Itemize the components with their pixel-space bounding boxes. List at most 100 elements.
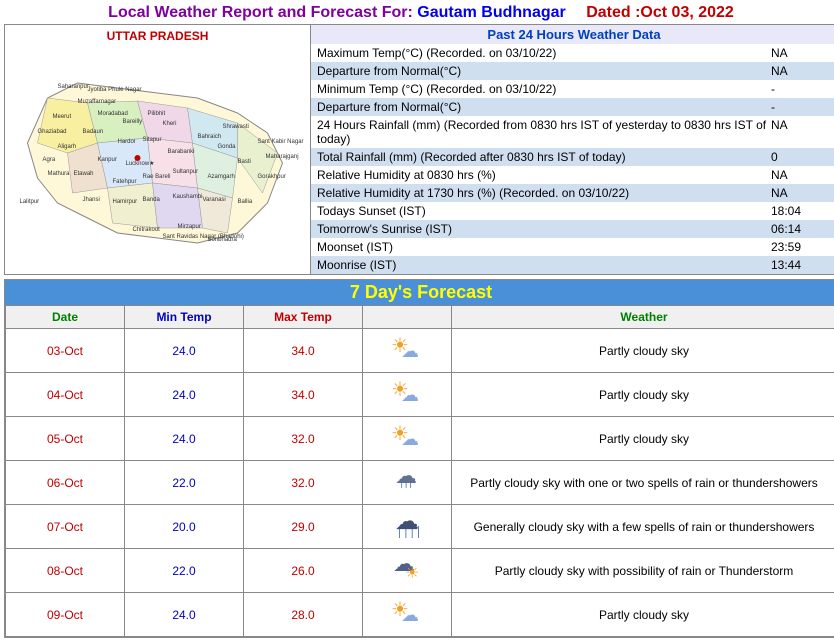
cell-icon	[363, 329, 452, 373]
col-icon	[363, 306, 452, 329]
svg-text:Badaun: Badaun	[83, 129, 104, 135]
past-24h-panel: Past 24 Hours Weather Data Maximum Temp(…	[311, 25, 834, 274]
header-title: Local Weather Report and Forecast For:	[108, 4, 413, 21]
cell-weather: Partly cloudy sky	[452, 329, 834, 373]
data-value: 23:59	[771, 240, 831, 254]
cell-min: 22.0	[125, 461, 244, 505]
cell-max: 26.0	[244, 549, 363, 593]
header-location: Gautam Budhnagar	[417, 4, 565, 21]
svg-text:Jhansi: Jhansi	[83, 197, 100, 203]
forecast-row: 09-Oct24.028.0Partly cloudy sky	[6, 593, 834, 637]
svg-text:Gonda: Gonda	[218, 144, 237, 150]
cell-date: 03-Oct	[6, 329, 125, 373]
data-value: NA	[771, 118, 831, 146]
svg-text:Sant Kabir Nagar: Sant Kabir Nagar	[258, 139, 304, 145]
svg-text:Basti: Basti	[238, 159, 251, 165]
cell-icon	[363, 593, 452, 637]
data-value: NA	[771, 46, 831, 60]
cell-date: 06-Oct	[6, 461, 125, 505]
svg-text:Kanpur: Kanpur	[98, 157, 117, 163]
data-value: NA	[771, 186, 831, 200]
data-row: 24 Hours Rainfall (mm) (Recorded from 08…	[311, 116, 834, 148]
svg-text:Mirzapur: Mirzapur	[178, 224, 201, 230]
data-value: 18:04	[771, 204, 831, 218]
data-label: Maximum Temp(°C) (Recorded. on 03/10/22)	[317, 46, 771, 60]
top-panel: UTTAR PRADESH Saharanpur Muzaffarnagar M…	[4, 24, 834, 275]
state-map: UTTAR PRADESH Saharanpur Muzaffarnagar M…	[5, 25, 311, 274]
data-row: Maximum Temp(°C) (Recorded. on 03/10/22)…	[311, 44, 834, 62]
svg-text:Ballia: Ballia	[238, 199, 253, 205]
weather-icon	[391, 377, 423, 409]
svg-text:Shrawasti: Shrawasti	[223, 124, 249, 130]
svg-text:Hamirpur: Hamirpur	[113, 199, 138, 205]
data-value: NA	[771, 168, 831, 182]
data-value: -	[771, 82, 831, 96]
svg-text:Aligarh: Aligarh	[58, 144, 77, 150]
data-row: Tomorrow's Sunrise (IST)06:14	[311, 220, 834, 238]
data-value: 13:44	[771, 258, 831, 272]
svg-text:Kheri: Kheri	[163, 121, 177, 127]
forecast-row: 06-Oct22.032.0Partly cloudy sky with one…	[6, 461, 834, 505]
cell-weather: Partly cloudy sky with possibility of ra…	[452, 549, 834, 593]
page-header: Local Weather Report and Forecast For: G…	[4, 4, 834, 22]
svg-text:Bareilly: Bareilly	[123, 119, 143, 125]
svg-text:Banda: Banda	[143, 197, 161, 203]
cell-date: 04-Oct	[6, 373, 125, 417]
data-label: Departure from Normal(°C)	[317, 64, 771, 78]
svg-text:Azamgarh: Azamgarh	[208, 174, 235, 180]
cell-icon	[363, 505, 452, 549]
weather-icon	[391, 553, 423, 585]
svg-text:Chitrakoot: Chitrakoot	[133, 227, 161, 233]
cell-max: 34.0	[244, 329, 363, 373]
svg-text:Jyotiba Phule Nagar: Jyotiba Phule Nagar	[88, 87, 142, 93]
data-label: Moonset (IST)	[317, 240, 771, 254]
svg-text:Ghaziabad: Ghaziabad	[38, 129, 67, 135]
data-row: Minimum Temp (°C) (Recorded. on 03/10/22…	[311, 80, 834, 98]
cell-max: 32.0	[244, 417, 363, 461]
col-max: Max Temp	[244, 306, 363, 329]
map-svg: Saharanpur Muzaffarnagar Meerut Ghaziaba…	[5, 43, 310, 263]
data-label: Moonrise (IST)	[317, 258, 771, 272]
weather-icon	[391, 421, 423, 453]
weather-icon	[391, 509, 423, 541]
cell-weather: Partly cloudy sky	[452, 373, 834, 417]
svg-text:Lalitpur: Lalitpur	[20, 199, 40, 205]
data-row: Departure from Normal(°C)-	[311, 98, 834, 116]
svg-text:Muzaffarnagar: Muzaffarnagar	[78, 99, 117, 105]
svg-text:Moradabad: Moradabad	[98, 111, 128, 117]
cell-max: 34.0	[244, 373, 363, 417]
forecast-table: Date Min Temp Max Temp Weather 03-Oct24.…	[5, 305, 834, 637]
cell-max: 28.0	[244, 593, 363, 637]
data-label: Relative Humidity at 0830 hrs (%)	[317, 168, 771, 182]
weather-icon	[391, 597, 423, 629]
svg-text:Etawah: Etawah	[74, 171, 94, 177]
header-date: Dated :Oct 03, 2022	[586, 4, 734, 21]
data-row: Moonrise (IST)13:44	[311, 256, 834, 274]
weather-icon	[391, 465, 423, 497]
svg-text:Sant Ravidas Nagar (Bhadohi): Sant Ravidas Nagar (Bhadohi)	[163, 234, 244, 240]
forecast-title: 7 Day's Forecast	[5, 280, 834, 305]
cell-max: 32.0	[244, 461, 363, 505]
data-label: Departure from Normal(°C)	[317, 100, 771, 114]
svg-text:Bahraich: Bahraich	[198, 134, 222, 140]
cell-min: 24.0	[125, 329, 244, 373]
svg-text:Fatehpur: Fatehpur	[113, 179, 137, 185]
forecast-row: 08-Oct22.026.0Partly cloudy sky with pos…	[6, 549, 834, 593]
cell-min: 20.0	[125, 505, 244, 549]
svg-text:Agra: Agra	[43, 157, 56, 163]
cell-date: 05-Oct	[6, 417, 125, 461]
data-label: Minimum Temp (°C) (Recorded. on 03/10/22…	[317, 82, 771, 96]
cell-date: 07-Oct	[6, 505, 125, 549]
data-value: NA	[771, 64, 831, 78]
forecast-panel: 7 Day's Forecast Date Min Temp Max Temp …	[4, 279, 834, 638]
svg-text:Hardoi: Hardoi	[118, 139, 136, 145]
cell-icon	[363, 549, 452, 593]
svg-text:Mathura: Mathura	[48, 171, 71, 177]
data-value: 06:14	[771, 222, 831, 236]
col-date: Date	[6, 306, 125, 329]
data-value: 0	[771, 150, 831, 164]
svg-text:Rae Bareli: Rae Bareli	[143, 174, 171, 180]
data-value: -	[771, 100, 831, 114]
cell-min: 22.0	[125, 549, 244, 593]
col-min: Min Temp	[125, 306, 244, 329]
